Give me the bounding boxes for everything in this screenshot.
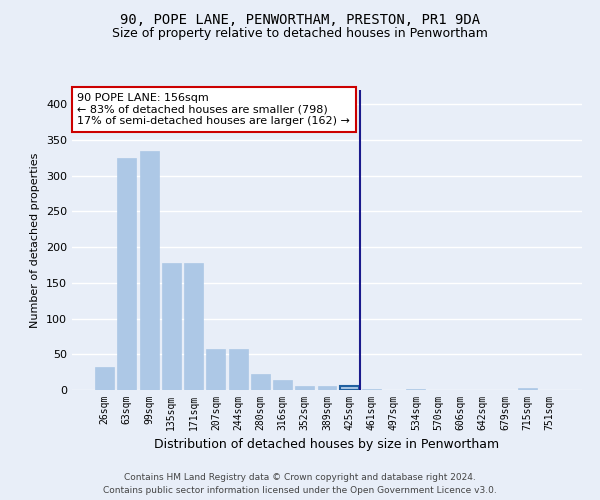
X-axis label: Distribution of detached houses by size in Penwortham: Distribution of detached houses by size … [154, 438, 500, 452]
Bar [118, 158, 136, 390]
Bar [229, 350, 248, 390]
Bar [518, 388, 536, 390]
Bar [206, 350, 225, 390]
Bar [273, 380, 292, 390]
Text: 90 POPE LANE: 156sqm
← 83% of detached houses are smaller (798)
17% of semi-deta: 90 POPE LANE: 156sqm ← 83% of detached h… [77, 93, 350, 126]
Bar [362, 388, 381, 390]
Text: Size of property relative to detached houses in Penwortham: Size of property relative to detached ho… [112, 28, 488, 40]
Text: Contains HM Land Registry data © Crown copyright and database right 2024.
Contai: Contains HM Land Registry data © Crown c… [103, 474, 497, 495]
Bar [140, 150, 158, 390]
Bar [317, 386, 337, 390]
Y-axis label: Number of detached properties: Number of detached properties [31, 152, 40, 328]
Bar [251, 374, 270, 390]
Bar [295, 386, 314, 390]
Bar [95, 367, 114, 390]
Bar [184, 263, 203, 390]
Bar [406, 388, 425, 390]
Bar [340, 386, 359, 390]
Bar [162, 263, 181, 390]
Text: 90, POPE LANE, PENWORTHAM, PRESTON, PR1 9DA: 90, POPE LANE, PENWORTHAM, PRESTON, PR1 … [120, 12, 480, 26]
